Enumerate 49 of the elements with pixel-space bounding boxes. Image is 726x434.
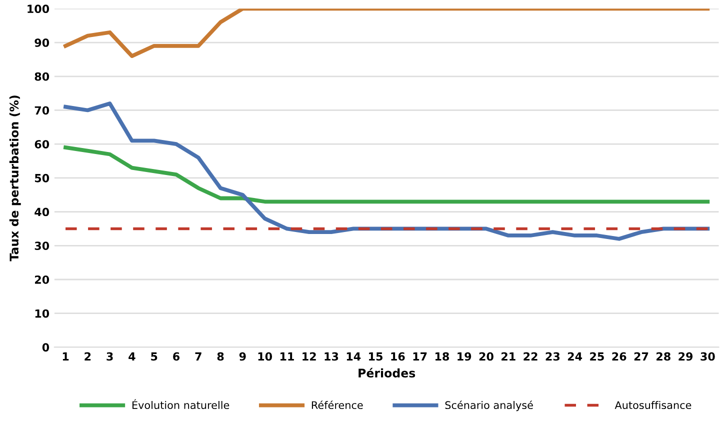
line-series <box>64 8 710 58</box>
y-tick-label: 0 <box>42 343 50 352</box>
x-tick-label: 21 <box>502 352 516 361</box>
x-tick-label: 22 <box>524 352 538 361</box>
x-tick-label: 29 <box>678 352 693 361</box>
x-tick-label: 3 <box>106 352 113 361</box>
x-tick-label: 11 <box>280 352 294 361</box>
y-tick-label: 60 <box>34 140 50 148</box>
x-tick-label: 1 <box>62 352 69 361</box>
x-tick-label: 26 <box>612 352 626 361</box>
x-tick-label: 14 <box>346 352 361 361</box>
x-tick-label: 27 <box>634 352 648 361</box>
line-series <box>64 146 710 204</box>
y-tick-label: 10 <box>35 309 50 318</box>
x-tick-label: 15 <box>369 352 382 361</box>
x-tick-label: 6 <box>173 352 180 361</box>
y-tick-label: 40 <box>34 208 50 216</box>
legend-label: Autosuffisance <box>614 401 692 410</box>
x-tick-label: 12 <box>302 352 316 361</box>
x-tick-label: 28 <box>656 352 670 361</box>
y-tick-label: 30 <box>34 242 50 250</box>
x-tick-label: 25 <box>590 352 604 361</box>
x-tick-label: 17 <box>413 352 427 361</box>
x-tick-label: 10 <box>258 352 272 361</box>
y-tick-label: 90 <box>34 38 50 47</box>
y-tick-label: 100 <box>28 4 50 14</box>
x-tick-label: 4 <box>128 352 136 361</box>
x-tick-label: 23 <box>546 352 560 361</box>
x-tick-label: 7 <box>195 352 202 361</box>
x-tick-label: 13 <box>324 352 338 361</box>
y-tick-label: 20 <box>35 275 50 284</box>
x-tick-label: 30 <box>700 352 715 361</box>
x-tick-label: 5 <box>151 352 158 361</box>
x-tick-label: 8 <box>217 352 224 361</box>
legend-label: Référence <box>312 400 363 410</box>
x-tick-label: 16 <box>391 352 405 361</box>
legend-label: Évolution naturelle <box>132 399 230 410</box>
x-tick-label: 19 <box>458 352 472 361</box>
x-tick-label: 18 <box>435 352 449 361</box>
legend-label: Scénario analysé <box>445 400 533 412</box>
y-tick-label: 70 <box>34 106 50 115</box>
x-tick-label: 20 <box>479 352 494 361</box>
y-tick-label: 50 <box>34 174 50 182</box>
x-tick-label: 2 <box>84 352 91 361</box>
x-axis-title: Périodes <box>358 368 416 378</box>
y-axis-title: Taux de perturbation (%) <box>9 96 21 262</box>
x-tick-label: 24 <box>568 352 582 361</box>
y-tick-label: 80 <box>34 72 50 81</box>
x-tick-label: 9 <box>239 352 246 361</box>
